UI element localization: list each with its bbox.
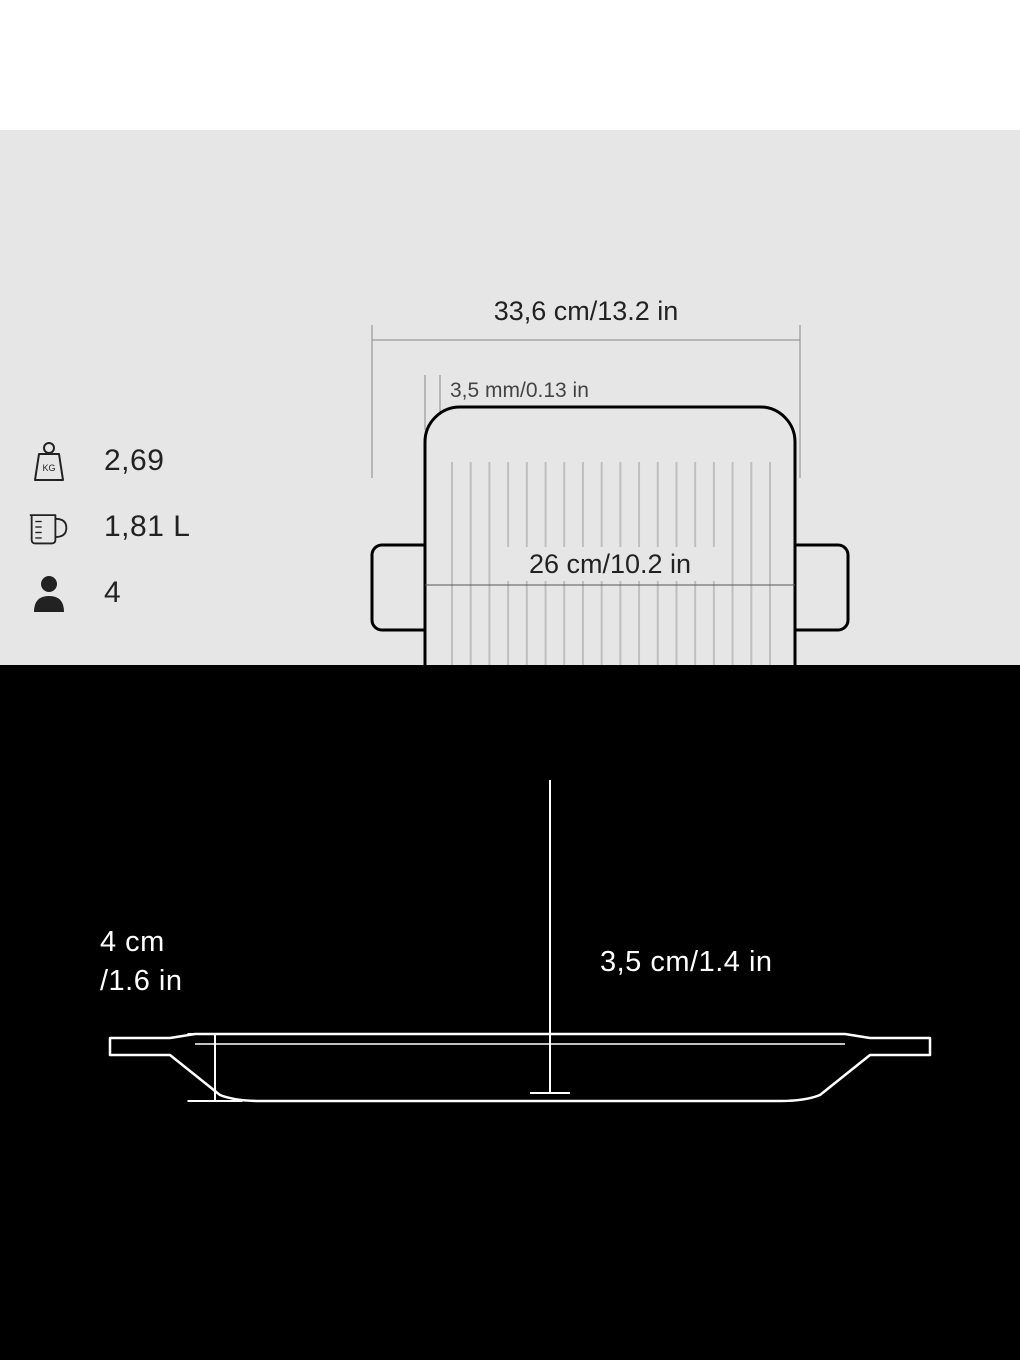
- top-white-spacer: [0, 0, 1020, 130]
- side-view-diagram: [0, 665, 1020, 1360]
- outer-height-label: 4 cm /1.6 in: [100, 923, 183, 1001]
- inner-depth-label: 3,5 cm/1.4 in: [600, 943, 773, 982]
- page: KG 2,69 1,81 L: [0, 0, 1020, 1360]
- side-view-panel: 4 cm /1.6 in 3,5 cm/1.4 in: [0, 665, 1020, 1360]
- wall-thickness-label: 3,5 mm/0.13 in: [450, 379, 589, 402]
- inner-width-label: 26 cm/10.2 in: [529, 549, 691, 579]
- top-view-panel: KG 2,69 1,81 L: [0, 130, 1020, 665]
- top-view-diagram: 33,6 cm/13.2 in 3,5 mm/0.13 in 26 cm/10.2 …: [0, 130, 1020, 665]
- outer-width-label: 33,6 cm/13.2 in: [494, 296, 679, 326]
